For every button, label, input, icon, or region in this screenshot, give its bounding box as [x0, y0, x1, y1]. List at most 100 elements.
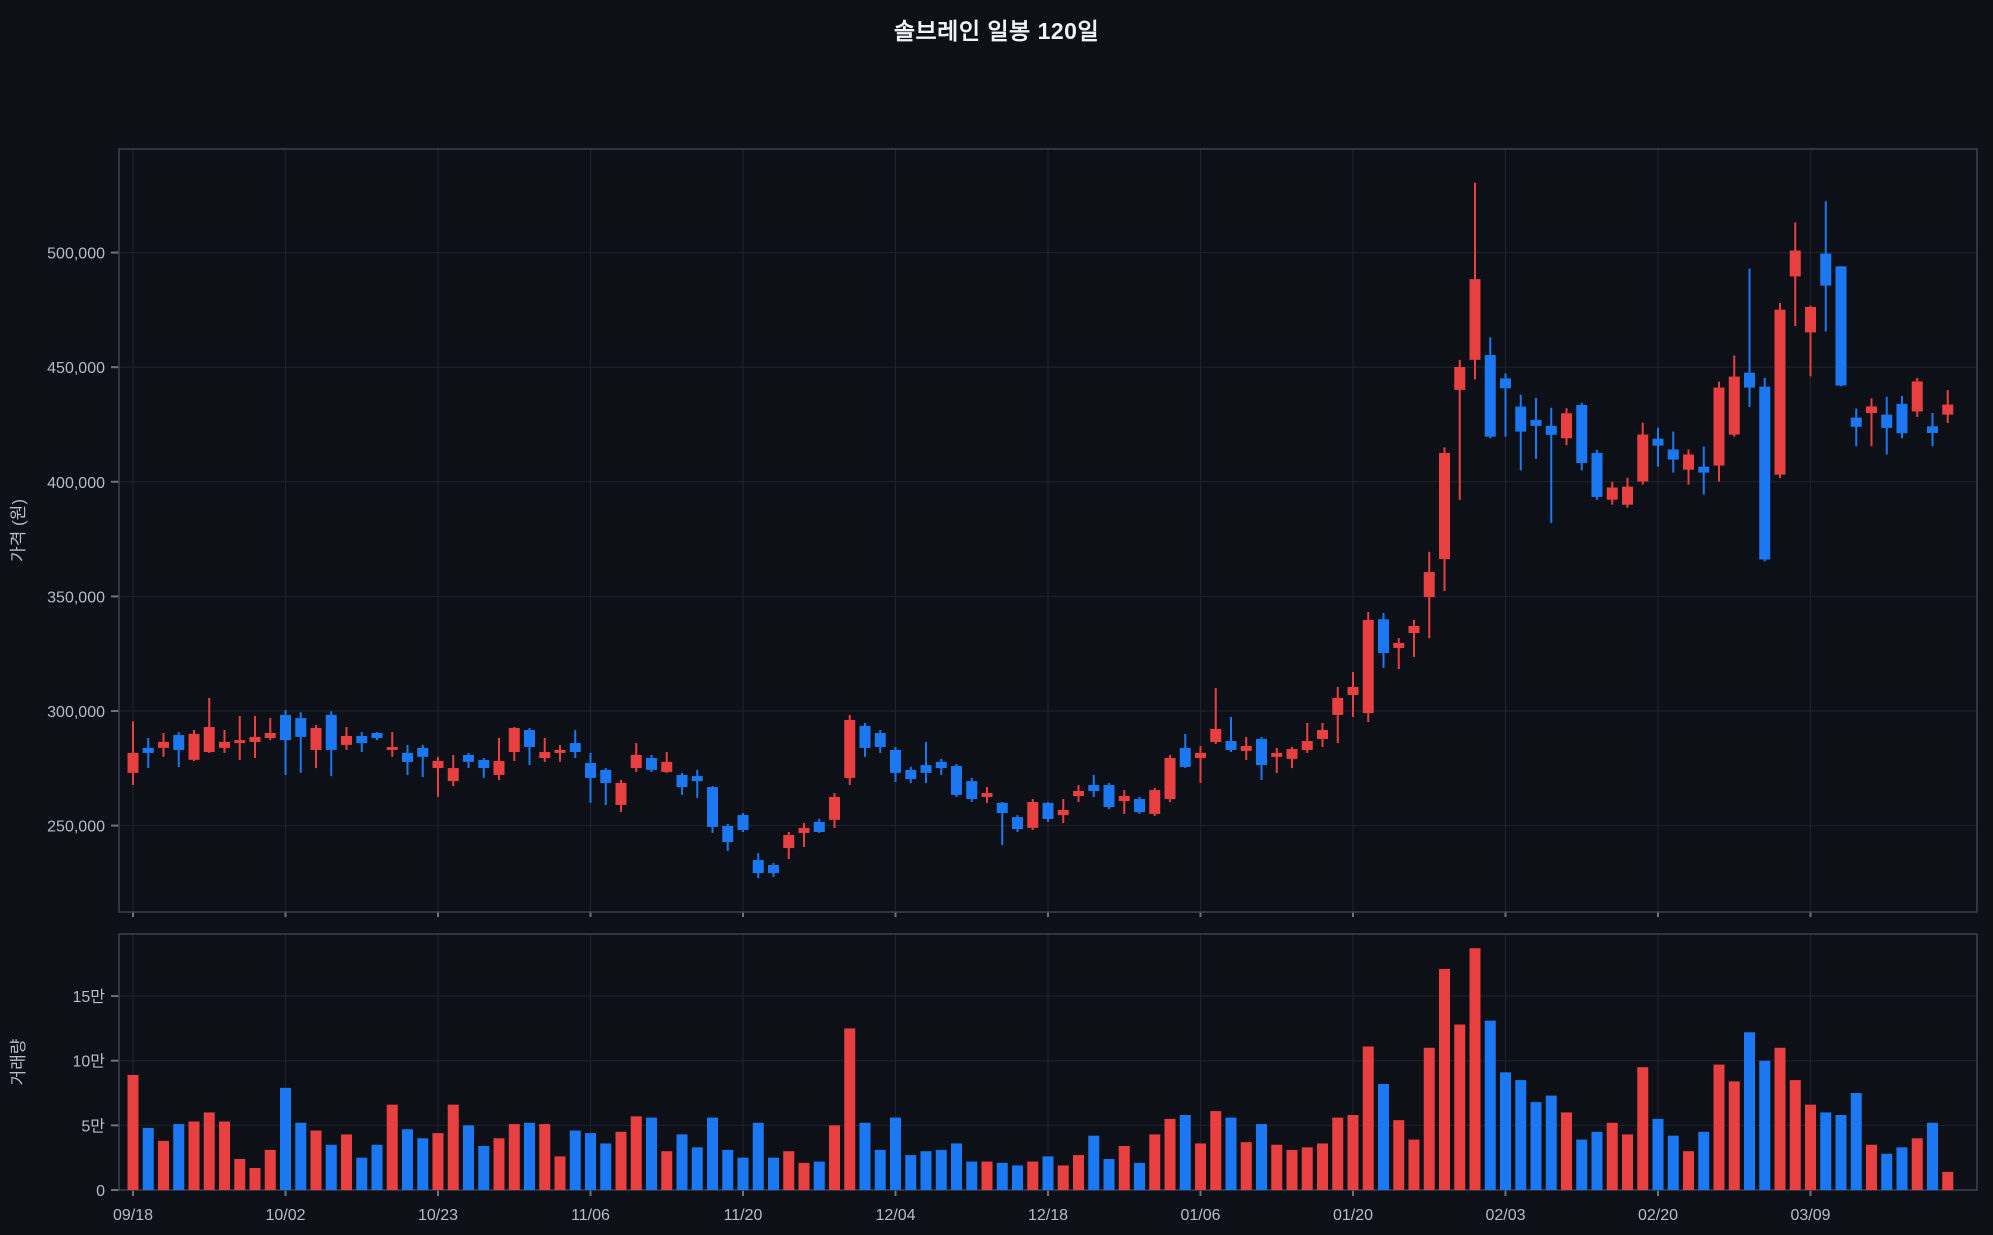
series [127, 182, 1954, 1190]
candle-body [1225, 741, 1237, 750]
candle-body [1606, 487, 1618, 500]
candle-body [1347, 686, 1359, 695]
volume-bar [188, 1121, 200, 1190]
volume-bar [432, 1133, 444, 1190]
candle-body [310, 727, 322, 750]
candle-body [1195, 752, 1206, 758]
volume-bars [127, 948, 1954, 1190]
volume-bar [1149, 1134, 1161, 1190]
candle-body [1118, 796, 1130, 802]
volume-bar [1240, 1142, 1252, 1190]
candle-body [1256, 738, 1267, 766]
candle-body [1683, 454, 1694, 470]
candle-body [417, 747, 429, 757]
volume-bar [310, 1130, 322, 1190]
volume-bar [951, 1143, 962, 1190]
volume-tick-label: 10만 [72, 1053, 105, 1071]
candle-body [1057, 810, 1069, 816]
volume-bar [1225, 1117, 1237, 1190]
volume-bar [829, 1125, 840, 1190]
volume-bar [127, 1074, 139, 1190]
volume-bar [981, 1161, 993, 1190]
x-tick-label: 11/06 [571, 1207, 610, 1224]
volume-bar [890, 1117, 901, 1190]
volume-bar [1164, 1118, 1176, 1190]
volume-bar [1484, 1020, 1496, 1190]
candle-body [341, 735, 352, 745]
candle-body [905, 769, 917, 780]
volume-bar [1622, 1134, 1633, 1190]
candle-body [661, 761, 673, 772]
volume-bar [478, 1146, 490, 1190]
candle-body [554, 749, 566, 753]
price-tick-label: 250,000 [47, 819, 105, 836]
price-tick-label: 350,000 [47, 589, 105, 606]
candle-body [630, 754, 642, 769]
axis-labels: 09/18 10/02 10/23 11/06 11/20 12/04 12/18 01/06… [9, 246, 1831, 1224]
volume-bar [1118, 1146, 1130, 1190]
x-tick-label: 03/09 [1790, 1207, 1830, 1224]
x-tick-label: 01/06 [1180, 1207, 1220, 1224]
candle-body [386, 746, 398, 750]
volume-bar [752, 1122, 764, 1190]
candlesticks [127, 182, 1954, 879]
volume-bar [325, 1144, 337, 1190]
candle-body [1164, 757, 1176, 800]
volume-bar [1896, 1147, 1908, 1190]
candle-body [1240, 746, 1252, 751]
candle-body [966, 781, 978, 800]
x-tick-label: 12/04 [875, 1207, 915, 1224]
candle-body [859, 725, 871, 748]
volume-bar [798, 1162, 810, 1190]
candle-body [1103, 785, 1115, 808]
candle-body [1713, 387, 1725, 466]
candle-body [1805, 306, 1816, 333]
volume-bar [158, 1140, 169, 1190]
volume-bar [1301, 1147, 1313, 1190]
volume-axis-title: 거래량 [9, 1038, 28, 1085]
volume-bar [493, 1138, 505, 1190]
volume-bar [1042, 1156, 1054, 1190]
candle-body [569, 743, 581, 753]
volume-bar [1667, 1135, 1679, 1190]
candle-body [1561, 413, 1572, 439]
volume-bar [1103, 1158, 1115, 1190]
volume-bar [707, 1117, 718, 1190]
volume-bar [966, 1161, 978, 1190]
candle-body [813, 821, 825, 833]
candle-body [1408, 625, 1420, 634]
candle-body [1271, 752, 1283, 757]
candle-body [1515, 406, 1527, 432]
volume-bar [844, 1028, 856, 1190]
price-tick-label: 500,000 [47, 246, 105, 263]
candle-body [1622, 486, 1633, 505]
volume-bar [447, 1104, 459, 1190]
candle-body [1591, 452, 1603, 497]
volume-bar [676, 1134, 688, 1190]
candle-body [951, 766, 962, 795]
volume-bar [508, 1124, 520, 1190]
candle-body [737, 815, 749, 830]
volume-bar [1088, 1135, 1100, 1190]
candle-body [1042, 802, 1054, 819]
volume-bar [585, 1133, 596, 1190]
candle-body [1942, 404, 1954, 415]
candle-body [798, 827, 810, 833]
volume-bar [142, 1127, 154, 1190]
candle-body [371, 732, 383, 739]
volume-bar [1744, 1032, 1755, 1190]
candle-body [539, 752, 551, 758]
candle-body [1134, 799, 1145, 813]
candle-body [783, 834, 795, 849]
volume-bar [691, 1147, 703, 1190]
volume-tick-label: 5만 [81, 1117, 105, 1135]
volume-bar [1393, 1120, 1405, 1190]
candle-body [524, 730, 535, 747]
candle-body [1149, 790, 1161, 814]
volume-bar [219, 1121, 230, 1190]
volume-bar [1820, 1112, 1832, 1190]
candle-body [295, 718, 307, 737]
volume-bar [813, 1161, 825, 1190]
candle-body [1820, 253, 1832, 286]
